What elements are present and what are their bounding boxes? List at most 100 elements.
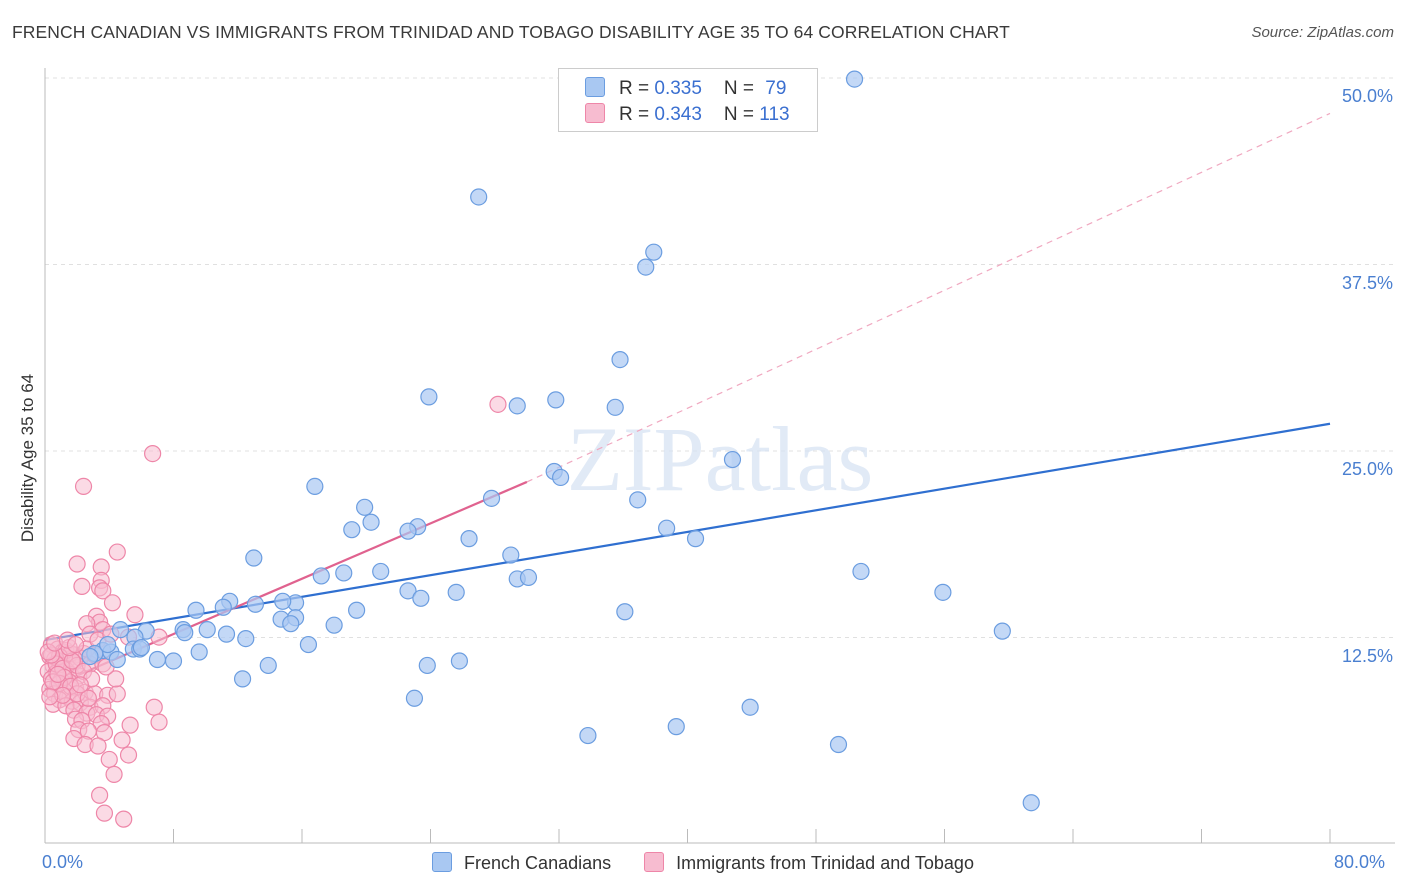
x-tick-label-min: 0.0% [42,852,84,872]
legend-r-label: R = [619,78,655,99]
data-point-trinidad [113,731,131,749]
data-point-french-canadian [508,397,526,415]
data-point-french-canadian [164,652,183,670]
data-point-french-canadian [637,258,655,276]
source-label: Source: ZipAtlas.com [1251,24,1394,41]
legend-n-value: 79 [765,78,787,99]
data-point-french-canadian [606,398,624,416]
data-point-trinidad [121,716,139,734]
data-point-trinidad [95,804,114,822]
legend-n-label: N = [723,104,760,125]
legend-r-value: 0.343 [654,104,702,125]
trend-line-trinidad [44,480,528,691]
data-point-french-canadian [845,70,864,88]
legend-label: French Canadians [464,853,612,873]
y-tick-label: 12.5% [1341,645,1393,666]
data-point-french-canadian [611,350,629,369]
legend-item-trinidad: Immigrants from Trinidad and Tobago [644,852,974,874]
data-point-french-canadian [312,567,330,585]
data-point-french-canadian [993,622,1011,640]
data-point-french-canadian [356,498,374,516]
legend-swatch-pink [644,852,665,872]
data-point-french-canadian [190,643,208,661]
data-point-french-canadian [616,603,634,621]
data-point-french-canadian [852,562,870,581]
data-point-french-canadian [405,689,424,707]
data-point-french-canadian [629,491,647,509]
data-point-french-canadian [99,635,117,654]
data-point-french-canadian [335,564,353,582]
data-point-french-canadian [1022,794,1040,812]
watermark: ZIPatlas [567,408,874,510]
data-point-french-canadian [470,188,488,206]
data-point-trinidad [71,676,89,694]
data-point-trinidad [489,395,507,413]
data-point-french-canadian [246,595,265,613]
data-point-french-canadian [259,656,277,675]
data-point-french-canadian [519,568,538,587]
legend-row-french-canadian: R = 0.335 N = 79 [585,77,786,100]
data-point-trinidad [74,477,93,496]
data-point-french-canadian [108,650,126,669]
data-point-french-canadian [547,391,565,409]
data-point-french-canadian [667,718,685,736]
data-point-french-canadian [372,562,390,581]
legend-swatch-pink [585,103,605,123]
series-legend: French Canadians Immigrants from Trinida… [0,852,1406,874]
data-point-trinidad [119,746,138,764]
y-tick-label: 25.0% [1341,459,1393,479]
data-point-trinidad [150,713,168,731]
data-point-french-canadian [450,652,469,670]
data-point-french-canadian [418,656,436,675]
data-point-trinidad [115,810,133,828]
data-point-trinidad [103,594,122,612]
data-point-trinidad [144,444,162,463]
data-point-french-canadian [111,621,130,639]
data-point-trinidad [94,582,112,600]
data-point-trinidad [108,685,126,703]
data-point-french-canadian [447,583,465,601]
correlation-legend: R = 0.335 N = 79 R = 0.343 N = 113 [558,68,818,132]
legend-r-label: R = [619,104,655,125]
data-point-french-canadian [148,650,167,669]
legend-n-label: N = [723,78,760,99]
data-point-french-canadian [934,583,952,601]
data-point-french-canadian [245,549,263,567]
data-point-trinidad [89,737,107,755]
data-point-french-canadian [412,589,430,607]
data-point-french-canadian [217,625,236,643]
data-point-trinidad [91,786,109,804]
data-point-french-canadian [552,468,570,487]
data-point-french-canadian [299,635,318,654]
data-point-trinidad [108,543,126,561]
data-point-french-canadian [282,615,300,633]
legend-label: Immigrants from Trinidad and Tobago [676,853,974,873]
legend-r-value: 0.335 [654,78,702,99]
legend-swatch-blue [432,852,453,872]
legend-item-french-canadians: French Canadians [432,852,611,874]
data-point-trinidad [105,765,123,783]
data-point-french-canadian [306,477,324,496]
data-point-french-canadian [399,582,417,600]
data-point-french-canadian [176,624,194,642]
data-point-trinidad [66,635,85,654]
data-point-french-canadian [362,513,380,531]
chart-title: FRENCH CANADIAN VS IMMIGRANTS FROM TRINI… [12,22,1010,42]
x-tick-label-max: 80.0% [1334,852,1386,872]
data-point-french-canadian [237,629,255,648]
data-point-trinidad [73,577,91,595]
data-point-french-canadian [460,530,478,548]
data-point-french-canadian [198,621,216,639]
data-point-french-canadian [645,243,663,261]
y-tick-label: 37.5% [1341,272,1393,293]
series-french-canadian-points [81,70,1040,812]
data-point-french-canadian [187,601,205,619]
data-point-french-canadian [233,670,252,688]
data-point-french-canadian [343,521,361,539]
legend-swatch-blue [585,77,605,97]
trend-line-trinidad-extension [526,112,1331,483]
data-point-trinidad [68,555,86,573]
y-tick-label: 50.0% [1341,86,1393,106]
data-point-french-canadian [502,546,520,564]
